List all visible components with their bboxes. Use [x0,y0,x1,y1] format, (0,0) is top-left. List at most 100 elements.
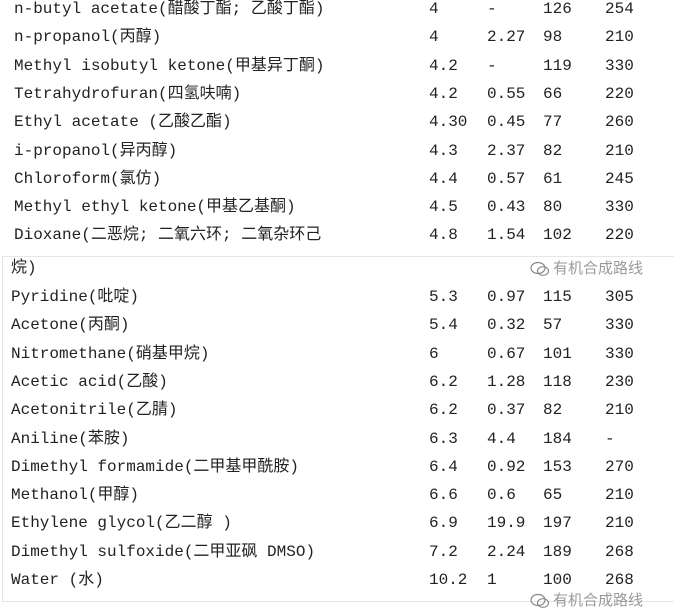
table-row: Chloroform(氯仿) 4.4 0.57 61 245 [0,167,674,191]
solvent-name: Acetic acid(乙酸) [11,372,168,391]
uv-cutoff: 210 [605,486,634,505]
solvent-name: Pyridine(吡啶) [11,288,140,306]
polarity-index: 6.4 [429,457,458,476]
watermark: 有机合成路线 [530,259,643,277]
boiling-point: 98 [543,28,563,47]
uv-cutoff: 220 [605,84,634,103]
uv-cutoff: 260 [605,113,634,132]
polarity-index: 4.5 [429,198,458,217]
table-row: Methanol(甲醇) 6.6 0.6 65 210 [0,483,674,507]
polarity-index: 6 [429,344,439,363]
viscosity: 1.28 [487,372,526,391]
solvent-name: n-propanol(丙醇) [14,28,162,47]
boiling-point: 65 [543,486,563,505]
boiling-point: 118 [543,372,572,391]
table-row: Dimethyl sulfoxide(二甲亚砜 DMSO) 7.2 2.24 189 2… [0,540,674,564]
solvent-name: Dioxane(二恶烷; 二氧六环; 二氧杂环己 [14,226,322,245]
boiling-point: 100 [543,571,572,589]
polarity-index: 6.9 [429,514,458,533]
uv-cutoff: 210 [605,401,634,420]
polarity-index: 6.2 [429,401,458,420]
solvent-name: i-propanol(异丙醇) [14,141,178,160]
continuation-row: 烷) [0,256,674,280]
polarity-index: 10.2 [429,571,468,589]
table-row: n-propanol(丙醇) 4 2.27 98 210 [0,25,674,49]
table-row: Pyridine(吡啶) 5.3 0.97 115 305 [0,285,674,309]
viscosity: 0.57 [487,169,526,188]
boiling-point: 115 [543,288,572,306]
table-row: Ethylene glycol(乙二醇 ) 6.9 19.9 197 210 [0,511,674,535]
uv-cutoff: 330 [605,56,634,75]
table-row: Methyl ethyl ketone(甲基乙基酮) 4.5 0.43 80 330 [0,195,674,219]
viscosity: 0.67 [487,344,526,363]
viscosity: 19.9 [487,514,526,533]
viscosity: 2.27 [487,28,526,47]
table-border [2,256,674,602]
uv-cutoff: 254 [605,0,634,18]
polarity-index: 6.2 [429,372,458,391]
solvent-name: Tetrahydrofuran(四氢呋喃) [14,84,242,103]
table-row: n-butyl acetate(醋酸丁酯; 乙酸丁酯) 4 - 126 254 [0,0,674,21]
boiling-point: 80 [543,198,563,217]
uv-cutoff: 330 [605,198,634,217]
uv-cutoff: 210 [605,141,634,160]
uv-cutoff: 305 [605,288,634,306]
table-row: Dioxane(二恶烷; 二氧六环; 二氧杂环己 4.8 1.54 102 220 [0,223,674,247]
wechat-icon [530,261,550,276]
viscosity: 0.97 [487,288,526,306]
polarity-index: 7.2 [429,542,458,561]
polarity-index: 6.3 [429,429,458,448]
watermark: 有机合成路线 [530,591,643,609]
uv-cutoff: 220 [605,226,634,245]
boiling-point: 197 [543,514,572,533]
polarity-index: 4.4 [429,169,458,188]
table-row: Tetrahydrofuran(四氢呋喃) 4.2 0.55 66 220 [0,82,674,106]
viscosity: 0.45 [487,113,526,132]
boiling-point: 66 [543,84,563,103]
uv-cutoff: 330 [605,316,634,335]
table-row: Acetonitrile(乙腈) 6.2 0.37 82 210 [0,398,674,422]
table-row: Methyl isobutyl ketone(甲基异丁酮) 4.2 - 119 330 [0,54,674,78]
solvent-name: Dimethyl formamide(二甲基甲酰胺) [11,457,300,476]
boiling-point: 57 [543,316,563,335]
solvent-name: n-butyl acetate(醋酸丁酯; 乙酸丁酯) [14,0,325,18]
viscosity: 0.43 [487,198,526,217]
viscosity: 0.37 [487,401,526,420]
table-row: i-propanol(异丙醇) 4.3 2.37 82 210 [0,139,674,163]
solvent-name: Water (水) [11,571,104,589]
viscosity: 0.92 [487,457,526,476]
viscosity: 0.55 [487,84,526,103]
boiling-point: 82 [543,401,563,420]
viscosity: 1.54 [487,226,526,245]
continuation-text: 烷) [11,259,37,277]
table-row: Dimethyl formamide(二甲基甲酰胺) 6.4 0.92 153 270 [0,455,674,479]
polarity-index: 5.3 [429,288,458,306]
boiling-point: 119 [543,56,572,75]
boiling-point: 101 [543,344,572,363]
uv-cutoff: - [605,429,615,448]
boiling-point: 189 [543,542,572,561]
wechat-icon [530,593,550,608]
boiling-point: 126 [543,0,572,18]
uv-cutoff: 210 [605,514,634,533]
viscosity: 0.32 [487,316,526,335]
boiling-point: 184 [543,429,572,448]
polarity-index: 6.6 [429,486,458,505]
polarity-index: 5.4 [429,316,458,335]
watermark-text: 有机合成路线 [553,259,644,277]
solvent-name: Methyl ethyl ketone(甲基乙基酮) [14,198,296,217]
table-row: Water (水) 10.2 1 100 268 [0,568,674,592]
viscosity: 0.6 [487,486,516,505]
viscosity: 4.4 [487,429,516,448]
polarity-index: 4.2 [429,56,458,75]
polarity-index: 4.8 [429,226,458,245]
table-row: Acetone(丙酮) 5.4 0.32 57 330 [0,313,674,337]
table-row: Acetic acid(乙酸) 6.2 1.28 118 230 [0,370,674,394]
boiling-point: 82 [543,141,563,160]
solvent-name: Dimethyl sulfoxide(二甲亚砜 DMSO) [11,542,316,561]
solvent-name: Nitromethane(硝基甲烷) [11,344,210,363]
polarity-index: 4 [429,28,439,47]
viscosity: 2.37 [487,141,526,160]
viscosity: 1 [487,571,497,589]
viscosity: 2.24 [487,542,526,561]
